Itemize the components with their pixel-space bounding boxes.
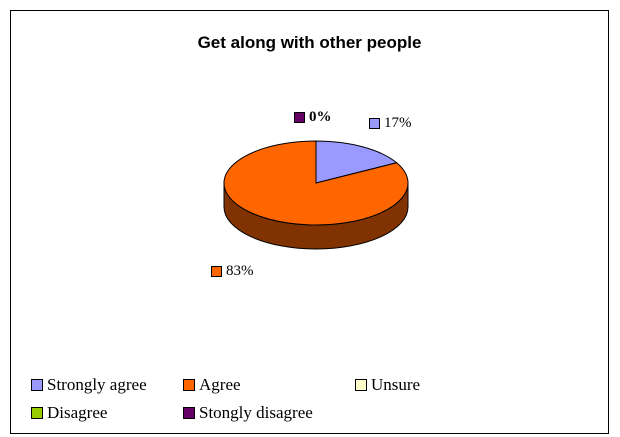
pie-chart [223,140,409,250]
legend-item-disagree: Disagree [31,403,183,423]
data-label-swatch [294,112,305,123]
legend-label: Unsure [371,375,421,394]
legend-label: Stongly disagree [199,403,313,422]
legend-row: Strongly agree Agree Unsure [31,371,591,399]
legend-swatch [31,407,43,419]
legend-item-stongly-disagree: Stongly disagree [183,403,355,423]
legend-label: Disagree [47,403,108,422]
legend-swatch [355,379,367,391]
legend-item-unsure: Unsure [355,375,529,395]
data-label-text: 0% [309,109,332,125]
data-label-agree: 83% [211,263,254,280]
pie-slice-strongly-agree [315,140,398,184]
chart-title: Get along with other people [197,33,422,52]
data-label-text: 17% [384,115,412,131]
legend: Strongly agree Agree Unsure Disagree Stongl… [31,371,591,427]
data-label-swatch [369,118,380,129]
data-label-text: 83% [226,263,254,279]
legend-swatch [183,379,195,391]
legend-swatch [31,379,43,391]
pie-slice-agree [223,140,409,226]
chart-frame: Get along with other people 17% 83% 0% Str… [10,10,609,434]
legend-row: Disagree Stongly disagree [31,399,591,427]
legend-item-strongly-agree: Strongly agree [31,375,183,395]
data-label-stongly-disagree: 0% [294,109,332,126]
legend-item-agree: Agree [183,375,355,395]
legend-label: Agree [199,375,241,394]
data-label-strongly-agree: 17% [369,115,412,132]
legend-swatch [183,407,195,419]
data-label-swatch [211,266,222,277]
legend-label: Strongly agree [47,375,147,394]
